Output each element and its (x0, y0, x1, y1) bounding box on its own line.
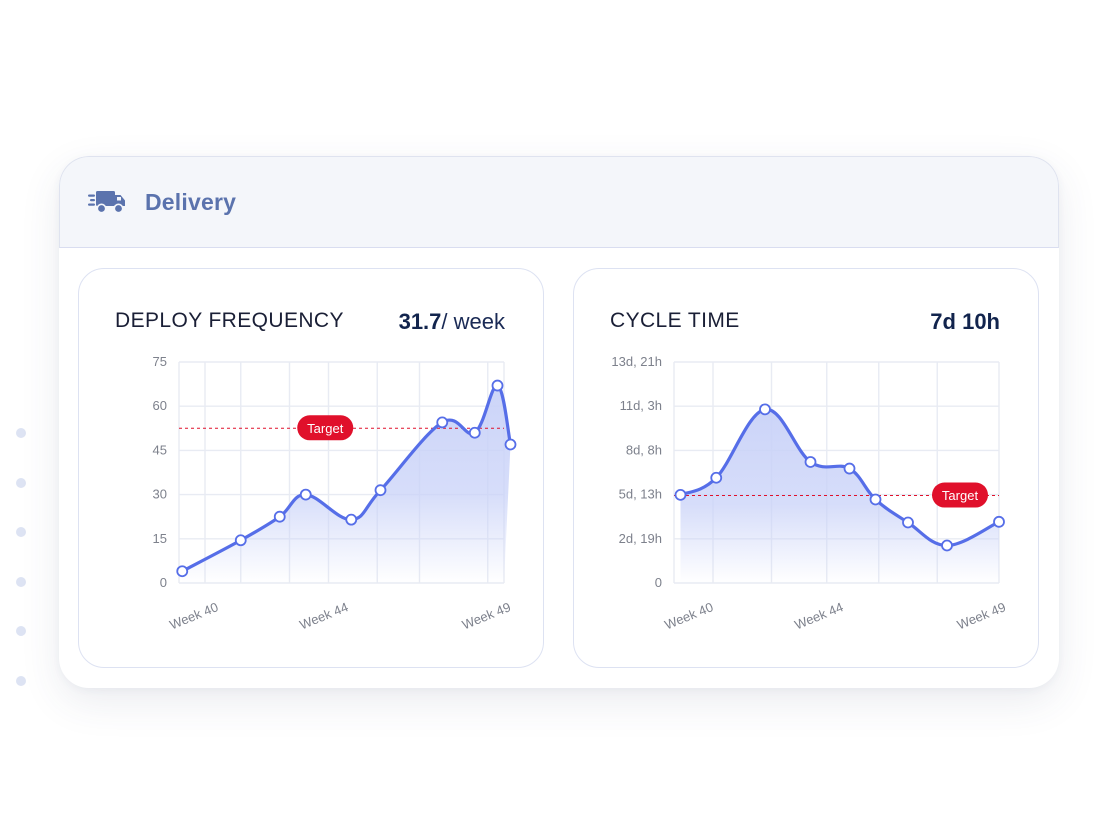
y-tick-label: 0 (655, 575, 662, 590)
target-badge: Target (297, 415, 354, 441)
y-tick-label: 11d, 3h (620, 398, 662, 413)
data-point (843, 462, 856, 475)
card-value: 7d 10h (930, 309, 1000, 335)
data-point (804, 456, 817, 468)
x-tick-label: Week 44 (792, 599, 845, 632)
x-tick-label: Week 44 (297, 599, 350, 632)
side-dots (16, 428, 26, 726)
data-point (299, 488, 312, 501)
area-fill (680, 409, 999, 583)
data-point (234, 534, 247, 547)
target-badge: Target (932, 482, 988, 508)
target-label: Target (307, 421, 344, 436)
data-point (869, 493, 882, 506)
y-tick-label: 2d, 19h (619, 531, 662, 546)
data-point (436, 416, 449, 429)
panel-title: Delivery (145, 188, 237, 215)
y-tick-label: 5d, 13h (619, 487, 662, 502)
card-value: 31.7/ week (399, 309, 505, 335)
side-dot (16, 626, 26, 637)
data-point (759, 403, 771, 416)
y-tick-label: 30 (153, 487, 167, 502)
data-point (674, 488, 687, 501)
card-title: DEPLOY FREQUENCY (115, 309, 344, 332)
truck-icon (88, 191, 125, 214)
target-badge-bg (297, 415, 354, 441)
data-point (491, 379, 504, 392)
cycle-time-chart: 0 2d, 19h 5d, 13h 8d, 8h 11d, 3h 13d, 21h Week… (611, 354, 1008, 632)
series-line (180, 383, 513, 573)
x-tick-label: Week 40 (167, 599, 220, 632)
deploy-frequency-card: DEPLOY FREQUENCY 31.7/ week 0 15 30 45 60 75 W… (78, 268, 544, 668)
panel-header: Delivery (59, 156, 1059, 248)
cycle-time-card: CYCLE TIME 7d 10h 0 2d, 19h 5d, 13h 8d, 8h 1… (573, 268, 1039, 668)
side-dot (16, 576, 26, 587)
area-fill (182, 385, 511, 583)
target-badge-bg (932, 482, 988, 508)
data-point (176, 565, 189, 578)
data-point (273, 510, 286, 523)
y-tick-label: 0 (160, 575, 167, 590)
side-dot (16, 527, 26, 538)
data-point (504, 438, 517, 451)
card-value-number: 7d 10h (930, 309, 1000, 334)
y-tick-label: 75 (153, 354, 167, 369)
data-point (374, 484, 387, 497)
data-point (941, 539, 953, 552)
y-tick-label: 8d, 8h (626, 442, 662, 457)
card-title: CYCLE TIME (610, 309, 740, 332)
y-tick-label: 13d, 21h (611, 354, 662, 369)
card-value-unit: / week (441, 309, 505, 334)
y-tick-label: 45 (153, 442, 167, 457)
x-tick-label: Week 40 (662, 599, 715, 632)
y-tick-label: 15 (153, 531, 167, 546)
side-dot (16, 675, 26, 686)
data-point (710, 471, 723, 484)
delivery-panel: Delivery DEPLOY FREQUENCY 31.7/ week 0 15… (59, 156, 1059, 688)
target-label: Target (942, 488, 979, 503)
data-point (902, 516, 914, 529)
deploy-frequency-chart: 0 15 30 45 60 75 Week 40 Week 44 Week 49 Target (153, 354, 517, 632)
x-tick-label: Week 49 (955, 599, 1008, 632)
side-dot (16, 477, 26, 488)
side-dot (16, 428, 26, 438)
x-tick-label: Week 49 (460, 599, 513, 632)
card-value-number: 31.7 (398, 309, 442, 334)
data-point (993, 515, 1005, 528)
data-point (468, 426, 481, 439)
data-point (345, 513, 358, 526)
y-tick-label: 60 (153, 398, 167, 413)
